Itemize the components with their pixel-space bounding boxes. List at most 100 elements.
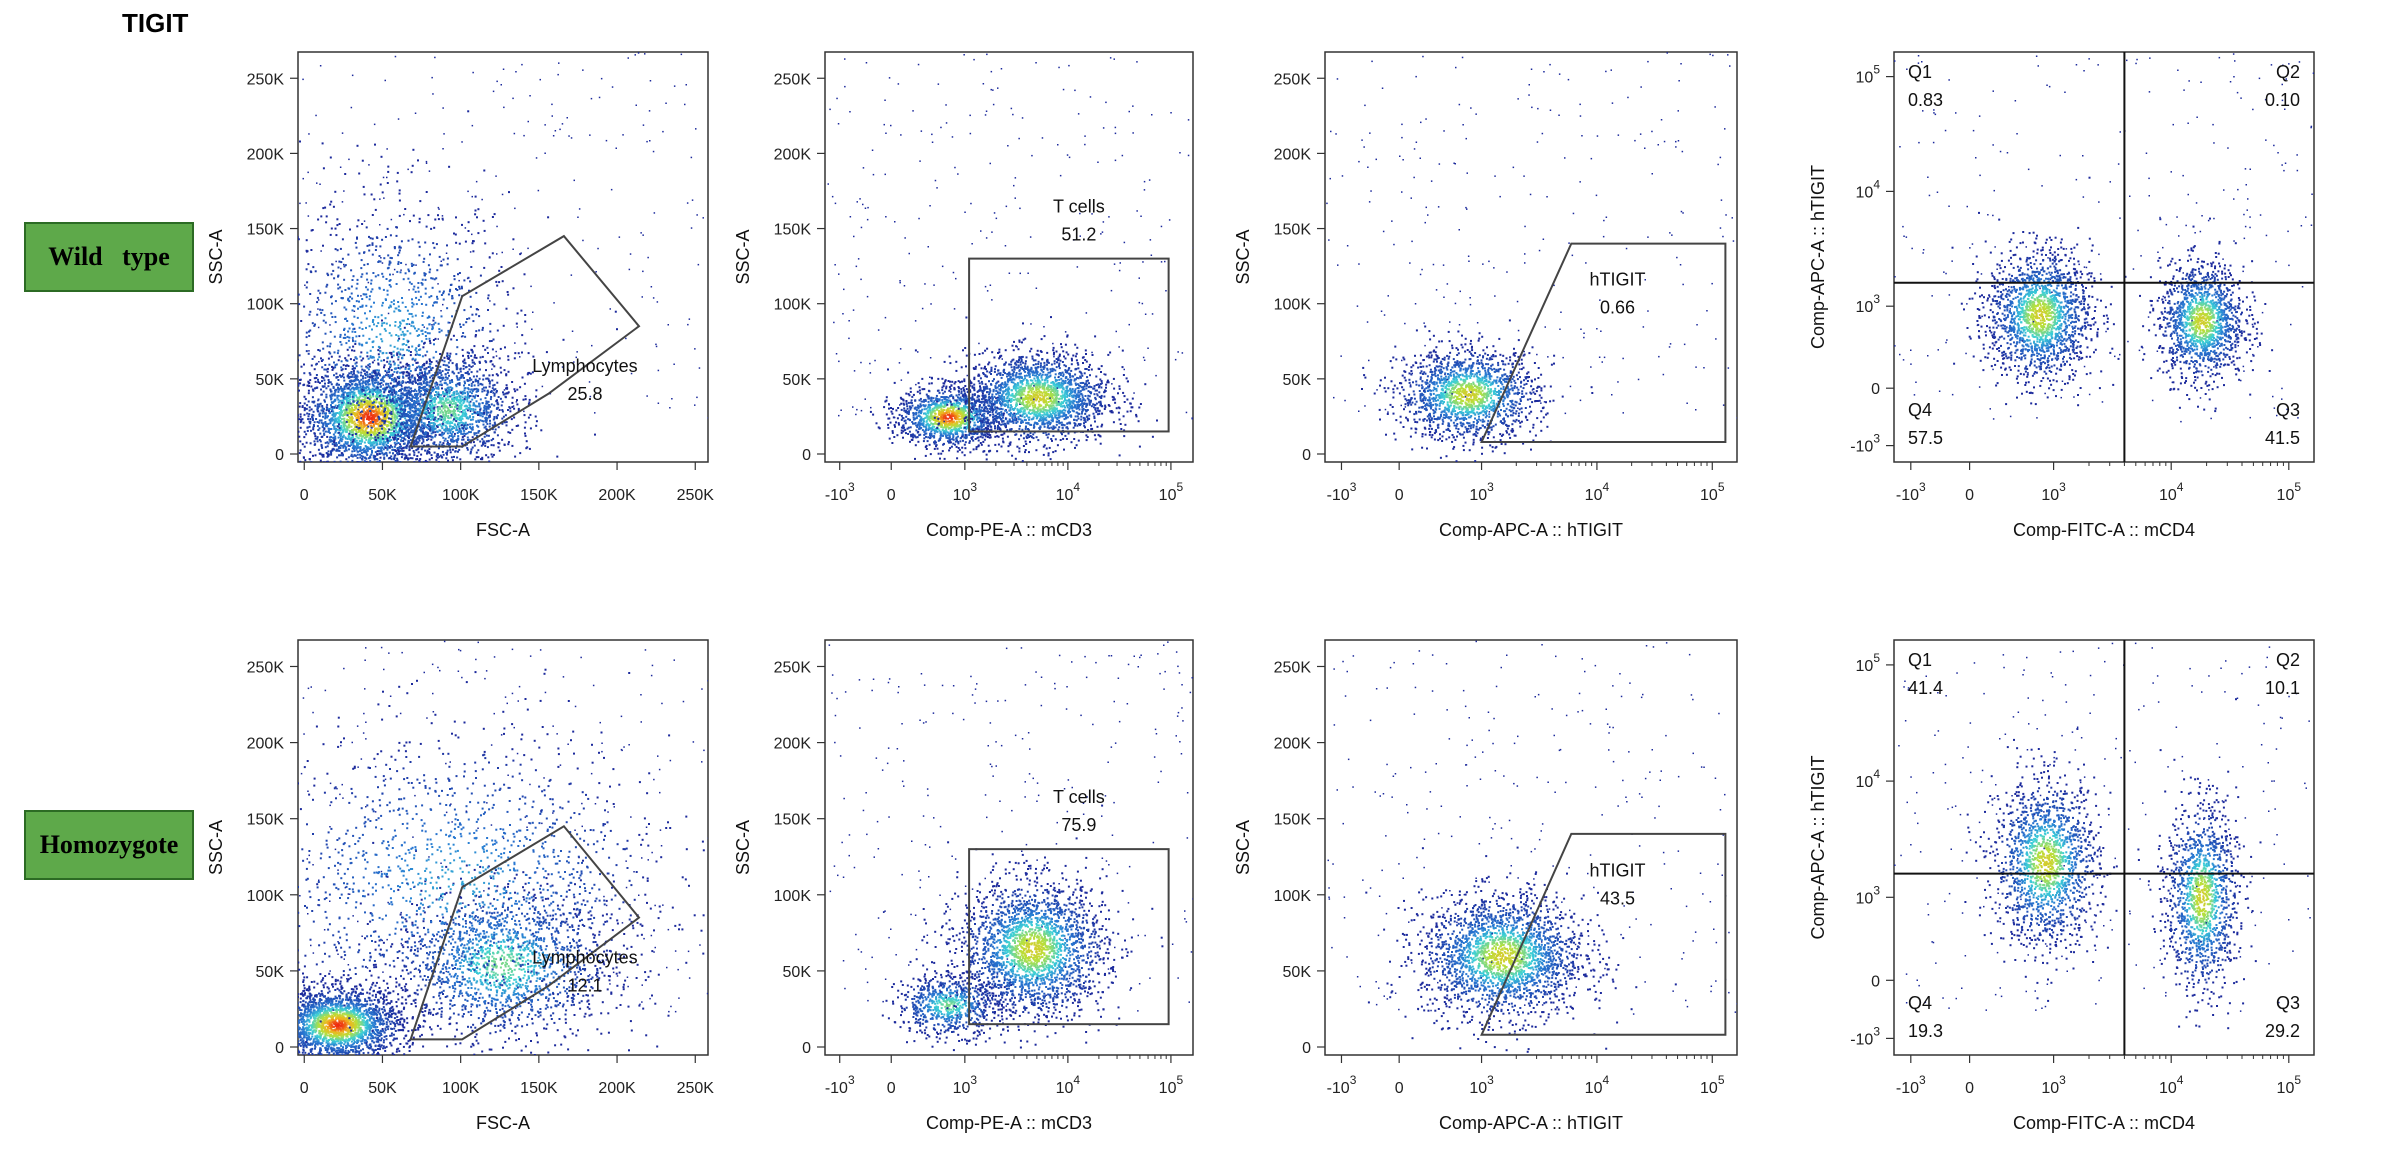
density-dots [827,53,1193,462]
y-tick-label: 100K [1274,297,1312,314]
y-tick-label: 0 [1302,1040,1311,1057]
x-tick-label: 250K [677,1080,715,1097]
x-tick-label: 250K [677,487,715,504]
y-tick-label: 150K [1274,812,1312,829]
x-tick-label: 105 [2277,1073,2302,1097]
quadrant-name-q2: Q2 [2276,650,2300,670]
plot-ho-quad: Q1 41.4 Q2 10.1 Q3 29.2 Q4 19.3 -103 0 103 104 105 -1… [1808,639,2315,1133]
y-tick-label: 50K [256,372,285,389]
density-dots [1894,642,2311,1030]
y-axis-title: SSC-A [1233,820,1253,875]
y-tick-label: 200K [1274,146,1312,163]
x-tick-label: 104 [1585,480,1610,504]
x-tick-label: 0 [300,487,309,504]
gate-name: hTIGIT [1590,861,1646,881]
x-tick-label: -103 [825,480,855,504]
y-tick-label: 100K [774,888,812,905]
plot-ho-tigit: hTIGIT 43.5 -103 0 103 104 105 0 50K 100K 150K 200K… [1233,639,1738,1133]
y-tick-label: 200K [774,736,812,753]
gate-name: Lymphocytes [532,948,637,968]
y-tick-label: 250K [247,71,285,88]
y-tick-label: 105 [1856,651,1881,675]
y-tick-label: 200K [774,146,812,163]
x-tick-label: 105 [2277,480,2302,504]
x-tick-label: -103 [825,1073,855,1097]
gate-lymphocytes [409,824,641,1041]
gate-htigit [1480,242,1727,443]
gate-name: T cells [1053,197,1105,217]
y-tick-label: 100K [247,297,285,314]
x-tick-label: 104 [1056,480,1081,504]
plot-wt-lymph: Lymphocytes 25.8 0 50K 100K 150K 200K 250K 0 50K 1… [206,51,715,540]
gate-lymphocytes [409,234,641,448]
quadrant-value-q3: 29.2 [2265,1021,2300,1041]
y-tick-label: 150K [247,222,285,239]
gate-name: T cells [1053,787,1105,807]
x-tick-label: 0 [1965,1080,1974,1097]
y-tick-label: -103 [1850,1024,1880,1048]
y-tick-label: 250K [247,659,285,676]
quadrant-name-q2: Q2 [2276,62,2300,82]
gate-value: 12.1 [567,976,602,996]
x-tick-label: 150K [520,487,558,504]
x-axis-title: FSC-A [476,520,530,540]
y-tick-label: 150K [774,812,812,829]
quadrant-value-q1: 0.83 [1908,90,1943,110]
plot-frame [297,639,709,1056]
y-tick-label: 0 [275,1040,284,1057]
plot-frame [1324,51,1738,463]
x-tick-label: 200K [598,1080,636,1097]
y-tick-label: 50K [783,372,812,389]
x-axis-title: Comp-PE-A :: mCD3 [926,520,1092,540]
x-tick-label: 103 [2041,480,2066,504]
gate-value: 43.5 [1600,889,1635,909]
x-tick-label: 105 [1700,480,1725,504]
x-axis-title: FSC-A [476,1113,530,1133]
quadrant-value-q2: 10.1 [2265,678,2300,698]
y-tick-label: 0 [1871,381,1880,398]
quadrant-name-q4: Q4 [1908,400,1932,420]
gate-htigit [1480,832,1727,1036]
plot-frame [1324,639,1738,1056]
gate-value: 51.2 [1061,225,1096,245]
y-axis-title: Comp-APC-A :: hTIGIT [1808,165,1828,349]
quadrant-value-q1: 41.4 [1908,678,1943,698]
x-tick-label: 150K [520,1080,558,1097]
y-axis-title: SSC-A [733,820,753,875]
x-tick-label: 105 [1159,1073,1184,1097]
y-tick-label: 50K [1283,372,1312,389]
y-tick-label: 105 [1856,63,1881,87]
y-tick-label: 100K [1274,888,1312,905]
x-tick-label: 104 [1056,1073,1081,1097]
y-tick-label: 150K [247,812,285,829]
y-tick-label: 50K [1283,964,1312,981]
y-tick-label: 250K [1274,659,1312,676]
page-title: TIGIT [122,8,188,39]
quadrant-value-q2: 0.10 [2265,90,2300,110]
y-axis-title: Comp-APC-A :: hTIGIT [1808,755,1828,939]
plot-frame [824,639,1194,1056]
x-tick-label: 104 [2159,480,2184,504]
x-tick-label: 50K [368,487,397,504]
x-tick-label: 103 [1469,480,1494,504]
x-tick-label: 103 [953,1073,978,1097]
gate-name: Lymphocytes [532,356,637,376]
x-tick-label: 0 [887,487,896,504]
quadrant-value-q3: 41.5 [2265,428,2300,448]
x-tick-label: 100K [442,487,480,504]
plot-wt-quad: Q1 0.83 Q2 0.10 Q3 41.5 Q4 57.5 -103 0 103 104 105 -1… [1808,51,2315,540]
x-tick-label: 105 [1159,480,1184,504]
x-tick-label: 0 [1395,487,1404,504]
x-tick-label: 104 [2159,1073,2184,1097]
y-axis-title: SSC-A [1233,229,1253,284]
gate-value: 75.9 [1061,815,1096,835]
y-tick-label: 0 [1871,973,1880,990]
quadrant-name-q3: Q3 [2276,400,2300,420]
x-tick-label: 0 [300,1080,309,1097]
gate-t-cells [968,848,1170,1026]
plot-wt-tigit: hTIGIT 0.66 -103 0 103 104 105 0 50K 100K 150K 200K… [1233,51,1738,540]
x-axis-title: Comp-PE-A :: mCD3 [926,1113,1092,1133]
x-tick-label: -103 [1327,1073,1357,1097]
x-axis-title: Comp-FITC-A :: mCD4 [2013,1113,2195,1133]
y-tick-label: 104 [1856,177,1881,201]
